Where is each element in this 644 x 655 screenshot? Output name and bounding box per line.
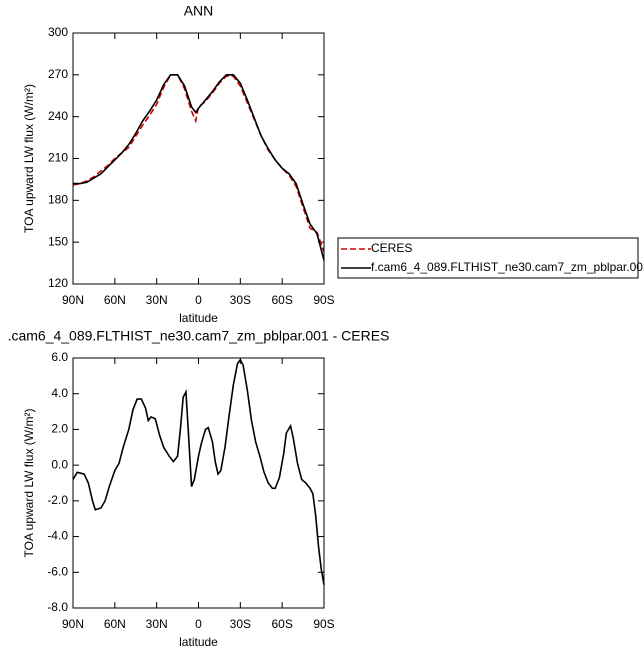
x-axis-label: latitude [179,635,218,649]
chart-title: .cam6_4_089.FLTHIST_ne30.cam7_zm_pblpar.… [8,328,390,344]
y-tick-label: -4.0 [47,529,68,543]
data-line [73,74,325,261]
y-tick-label: -2.0 [47,493,68,507]
y-tick-label: 2.0 [51,422,68,436]
y-tick-label: -8.0 [47,600,68,614]
x-tick-label: 90N [62,617,84,631]
x-tick-label: 90N [62,293,84,307]
x-tick-label: 30N [146,617,168,631]
legend-label: f.cam6_4_089.FLTHIST_ne30.cam7_zm_pblpar… [371,260,644,274]
y-tick-label: 210 [48,151,68,165]
y-tick-label: 4.0 [51,386,68,400]
y-tick-label: 180 [48,193,68,207]
x-tick-label: 30S [230,617,251,631]
x-tick-label: 0 [195,617,202,631]
y-axis-label: TOA upward LW flux (W/m²) [22,409,36,558]
y-axis-label: TOA upward LW flux (W/m²) [22,84,36,233]
y-tick-label: 6.0 [51,350,68,364]
x-tick-label: 60N [104,617,126,631]
x-tick-label: 0 [195,293,202,307]
x-tick-label: 30N [146,293,168,307]
plot-frame [72,32,325,285]
y-tick-label: 150 [48,234,68,248]
x-tick-label: 90S [313,293,334,307]
x-tick-label: 60S [271,293,292,307]
y-tick-label: -6.0 [47,564,68,578]
legend-label: CERES [371,241,412,255]
legend-box [337,237,639,279]
data-line [72,358,325,585]
x-axis-label: latitude [179,311,218,325]
x-tick-label: 60N [104,293,126,307]
y-tick-label: 300 [48,25,68,39]
y-tick-label: 240 [48,109,68,123]
plot-frame [72,357,325,609]
x-tick-label: 30S [230,293,251,307]
x-tick-label: 60S [271,617,292,631]
y-tick-label: 0.0 [51,457,68,471]
chart-title: ANN [184,3,214,19]
y-tick-label: 270 [48,67,68,81]
y-tick-label: 120 [48,276,68,290]
x-tick-label: 90S [313,617,334,631]
